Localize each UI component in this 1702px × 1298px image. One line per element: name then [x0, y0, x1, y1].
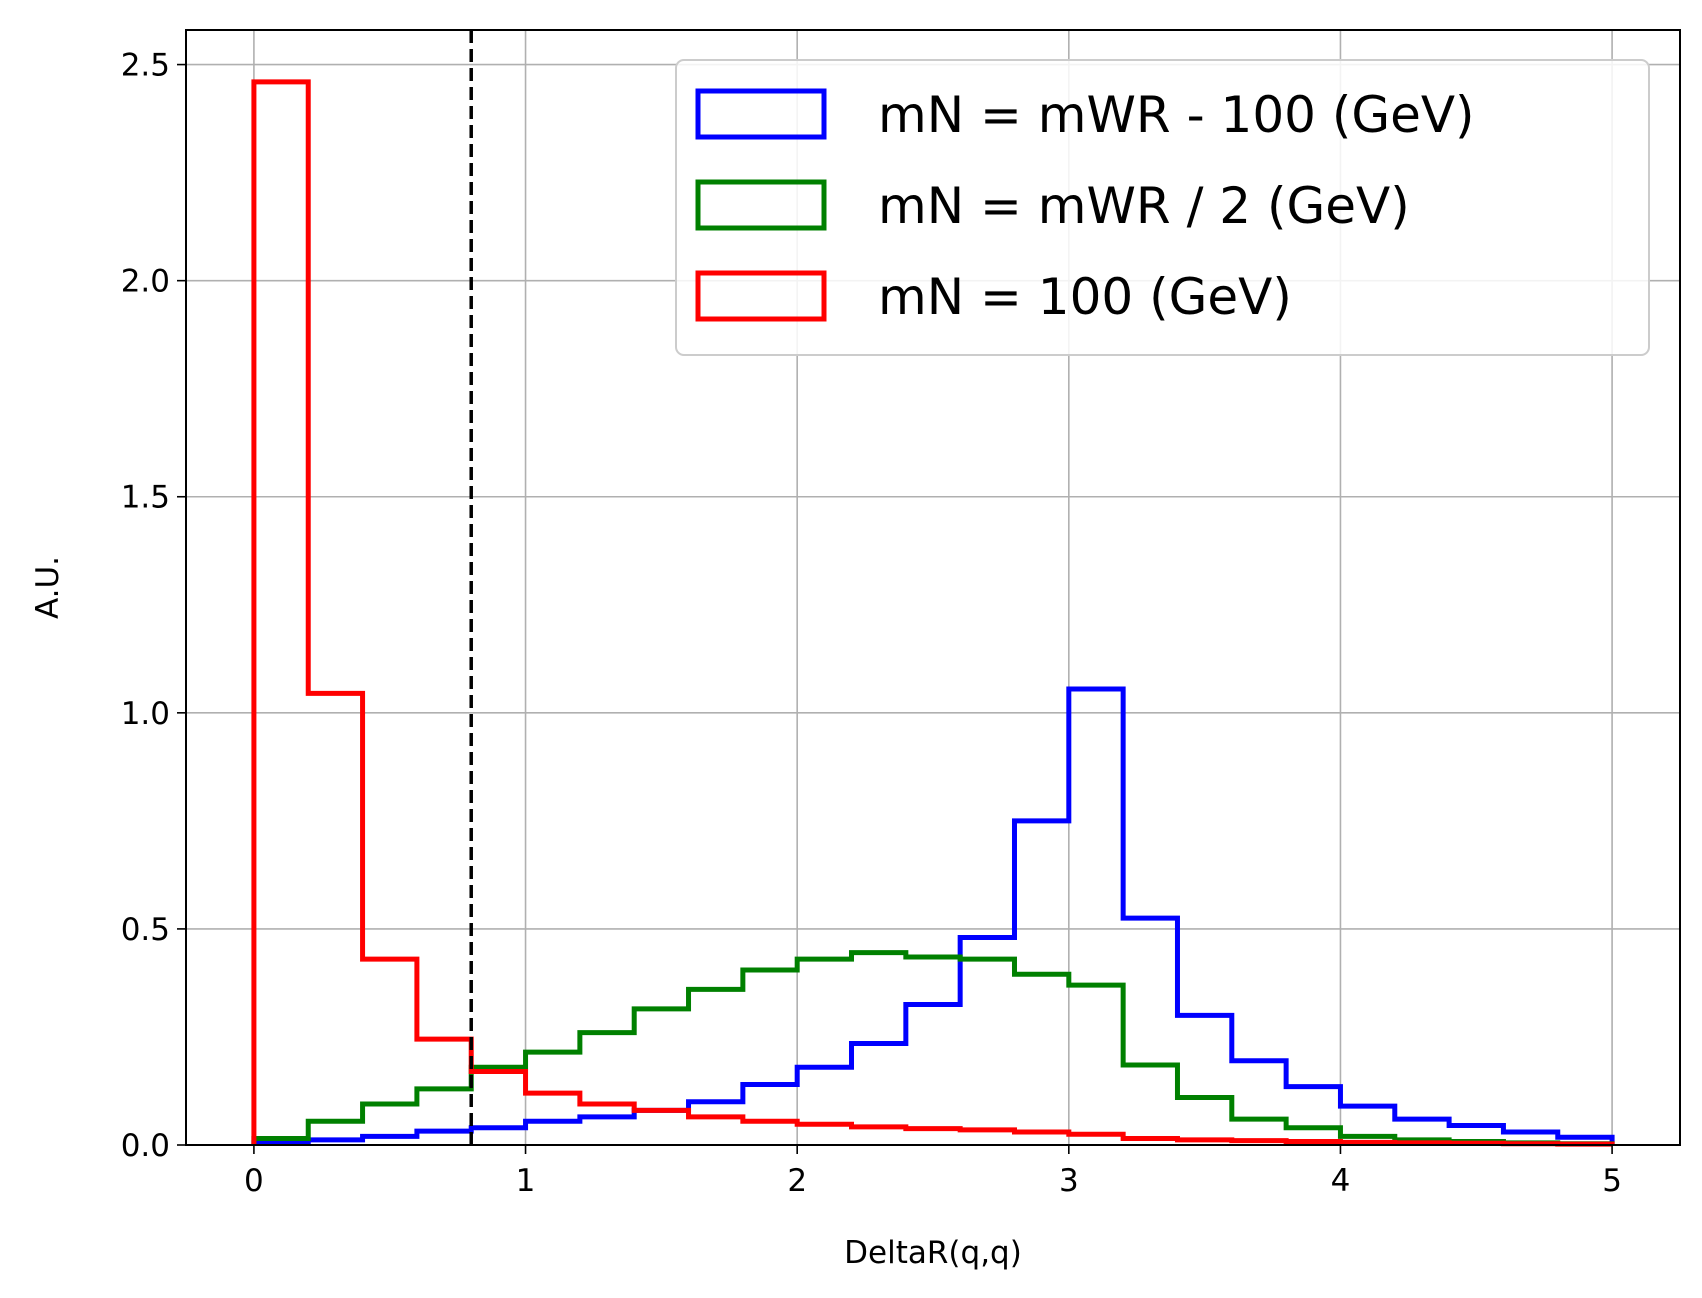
x-axis-label: DeltaR(q,q) [844, 1235, 1022, 1271]
series-outline [251, 79, 1615, 1147]
series-outline [251, 686, 1615, 1146]
legend-label: mN = mWR - 100 (GeV) [878, 86, 1475, 144]
x-tick-label: 3 [1059, 1163, 1079, 1199]
legend-swatch [695, 270, 827, 322]
plot-frame [185, 29, 1681, 1146]
x-tick-label: 2 [787, 1163, 807, 1199]
legend-swatch [695, 88, 827, 140]
series-1 [251, 950, 1615, 1147]
y-tick-label: 2.5 [121, 48, 170, 84]
series-0 [251, 686, 1615, 1146]
y-tick-label: 2.0 [121, 264, 170, 300]
y-tick-label: 1.0 [121, 696, 170, 732]
x-tick-label: 5 [1602, 1163, 1622, 1199]
legend-box [675, 59, 1650, 356]
x-tick-label: 1 [516, 1163, 536, 1199]
y-tick-label: 1.5 [121, 480, 170, 516]
x-tick-label: 0 [244, 1163, 264, 1199]
x-tick-label: 4 [1331, 1163, 1351, 1199]
y-tick-label: 0.0 [121, 1128, 170, 1164]
axis-ticks: 0 1 2 3 4 5 0.0 0.5 1.0 1.5 2.0 2.5 [121, 48, 1622, 1199]
legend-label: mN = mWR / 2 (GeV) [878, 177, 1410, 235]
y-tick-label: 0.5 [121, 912, 170, 948]
series-outline [251, 950, 1615, 1147]
legend-label: mN = 100 (GeV) [878, 268, 1292, 326]
y-axis-label: A.U. [30, 556, 66, 619]
legend: mN = mWR - 100 (GeV) mN = mWR / 2 (GeV) mN… [675, 59, 1650, 356]
series-2 [251, 79, 1615, 1147]
legend-swatch [695, 179, 827, 231]
